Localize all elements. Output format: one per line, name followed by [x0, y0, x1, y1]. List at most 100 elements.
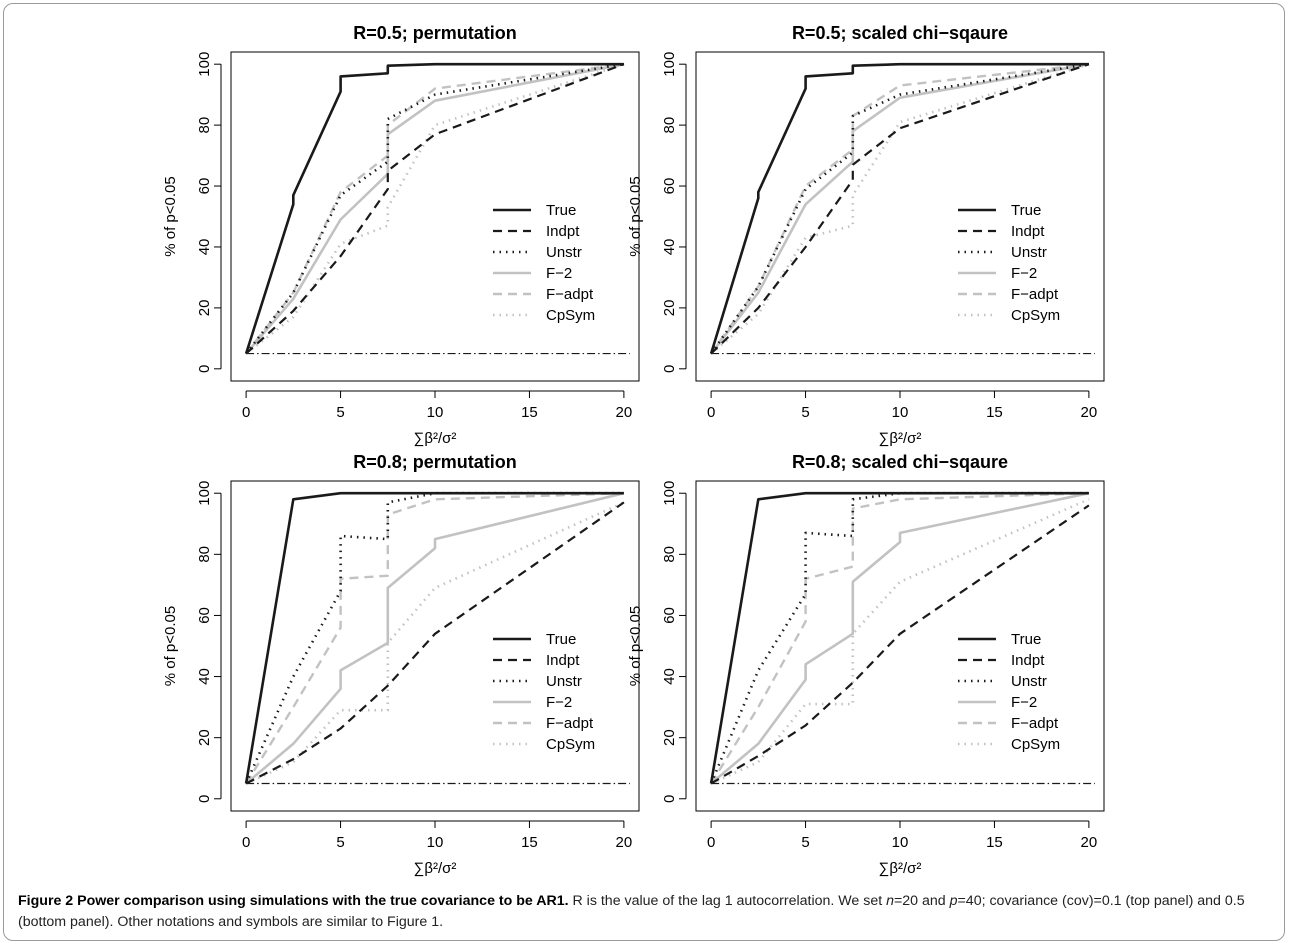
x-tick-label: 0 — [707, 834, 715, 851]
legend-label: F−2 — [1011, 694, 1037, 711]
legend-label: Indpt — [1011, 652, 1045, 669]
y-tick-label: 100 — [661, 481, 678, 506]
series-line-true — [709, 62, 1089, 354]
series-line-indpt — [710, 504, 1090, 785]
chart-panel-2: R=0.5; scaled chi−sqaure 0 5 10 15 20 0 20 40 60 8… — [627, 23, 1105, 447]
y-tick-label: 0 — [196, 795, 213, 803]
y-tick-label: 0 — [196, 365, 213, 373]
y-tick-label: 60 — [196, 607, 213, 624]
plot-area-border — [230, 480, 640, 812]
y-tick-label: 80 — [661, 117, 678, 134]
legend-label: F−adpt — [1011, 715, 1059, 732]
x-tick-label: 5 — [801, 404, 809, 421]
x-tick-label: 5 — [801, 834, 809, 851]
series-line-true — [709, 491, 1089, 784]
legend: True Indpt Unstr F−2 F−adpt CpSym — [958, 202, 1060, 324]
x-tick-label: 10 — [427, 404, 444, 421]
series-line-f-2 — [710, 491, 1090, 785]
legend-label: CpSym — [546, 307, 595, 324]
y-axis-label: % of p<0.05 — [162, 606, 179, 686]
legend-label: Unstr — [546, 673, 582, 690]
y-tick-label: 40 — [196, 239, 213, 256]
legend-label: Unstr — [1011, 673, 1047, 690]
y-axis-label: % of p<0.05 — [627, 176, 644, 256]
y-tick-label: 60 — [196, 178, 213, 195]
y-tick-label: 20 — [196, 729, 213, 746]
caption-n-symbol: n — [886, 893, 894, 909]
y-axis-label: % of p<0.05 — [627, 606, 644, 686]
y-tick-label: 0 — [661, 365, 678, 373]
legend-label: CpSym — [1011, 307, 1060, 324]
x-axis-label: ∑β²/σ² — [879, 860, 922, 877]
y-tick-label: 80 — [661, 546, 678, 563]
series-line-true — [244, 62, 624, 354]
legend-label: Indpt — [1011, 223, 1045, 240]
legend-label: Indpt — [546, 223, 580, 240]
y-tick-label: 80 — [196, 117, 213, 134]
chart-panel-4: R=0.8; scaled chi−sqaure 0 5 10 15 20 0 20 40 60 8… — [627, 452, 1105, 877]
legend: True Indpt Unstr F−2 F−adpt CpSym — [493, 631, 595, 753]
x-tick-label: 5 — [336, 834, 344, 851]
plot-area-border — [695, 51, 1105, 382]
caption-text-3: =40; covariance (cov)=0.1 (top panel) an… — [18, 893, 1245, 930]
x-axis-label: ∑β²/σ² — [414, 860, 457, 877]
caption-title: Figure 2 Power comparison using simulati… — [18, 893, 569, 909]
x-tick-label: 20 — [1081, 834, 1098, 851]
plot-area-border — [695, 480, 1105, 812]
series-line-cpsym — [245, 501, 625, 785]
x-tick-label: 20 — [1081, 404, 1098, 421]
y-tick-label: 20 — [661, 300, 678, 317]
legend-label: Unstr — [1011, 244, 1047, 261]
x-tick-label: 15 — [986, 404, 1003, 421]
legend: True Indpt Unstr F−2 F−adpt CpSym — [958, 631, 1060, 753]
legend-label: F−2 — [546, 265, 572, 282]
series-line-true — [244, 491, 624, 784]
x-tick-label: 15 — [521, 404, 538, 421]
x-tick-label: 15 — [986, 834, 1003, 851]
y-tick-label: 100 — [196, 52, 213, 77]
y-tick-label: 40 — [196, 668, 213, 685]
y-axis-label: % of p<0.05 — [162, 176, 179, 256]
x-tick-label: 10 — [892, 404, 909, 421]
chart-panel-1: R=0.5; permutation 0 5 10 15 20 0 20 40 60 80 100 ∑β… — [162, 23, 640, 447]
series-line-indpt — [710, 63, 1090, 355]
series-line-unstr — [244, 491, 624, 785]
chart-title: R=0.8; scaled chi−sqaure — [792, 452, 1008, 472]
y-tick-label: 0 — [661, 795, 678, 803]
legend-label: Indpt — [546, 652, 580, 669]
y-tick-label: 100 — [196, 481, 213, 506]
y-tick-label: 60 — [661, 607, 678, 624]
legend: True Indpt Unstr F−2 F−adpt CpSym — [493, 202, 595, 324]
x-axis-label: ∑β²/σ² — [414, 430, 457, 447]
legend-label: CpSym — [546, 736, 595, 753]
chart-title: R=0.5; scaled chi−sqaure — [792, 23, 1008, 43]
legend-label: F−2 — [546, 694, 572, 711]
y-tick-label: 40 — [661, 239, 678, 256]
series-line-f-2 — [710, 62, 1090, 355]
legend-label: True — [1011, 631, 1041, 648]
x-tick-label: 20 — [616, 404, 633, 421]
plot-area-border — [230, 51, 640, 382]
legend-label: CpSym — [1011, 736, 1060, 753]
y-tick-label: 80 — [196, 546, 213, 563]
legend-label: F−adpt — [1011, 286, 1059, 303]
y-tick-label: 100 — [661, 52, 678, 77]
caption-p-symbol: p — [949, 893, 958, 909]
legend-label: True — [546, 202, 576, 219]
series-line-cpsym — [245, 62, 625, 355]
legend-label: F−adpt — [546, 286, 594, 303]
legend-label: Unstr — [546, 244, 582, 261]
series-line-f-adpt — [710, 63, 1090, 355]
figure-caption: Figure 2 Power comparison using simulati… — [18, 891, 1280, 933]
legend-label: F−adpt — [546, 715, 594, 732]
legend-label: True — [1011, 202, 1041, 219]
x-tick-label: 5 — [336, 404, 344, 421]
x-tick-label: 0 — [242, 834, 250, 851]
x-axis-label: ∑β²/σ² — [879, 430, 922, 447]
series-line-f-adpt — [245, 492, 624, 785]
series-line-unstr — [710, 62, 1090, 355]
series-line-indpt — [245, 63, 625, 355]
y-tick-label: 20 — [196, 300, 213, 317]
y-tick-label: 20 — [661, 729, 678, 746]
